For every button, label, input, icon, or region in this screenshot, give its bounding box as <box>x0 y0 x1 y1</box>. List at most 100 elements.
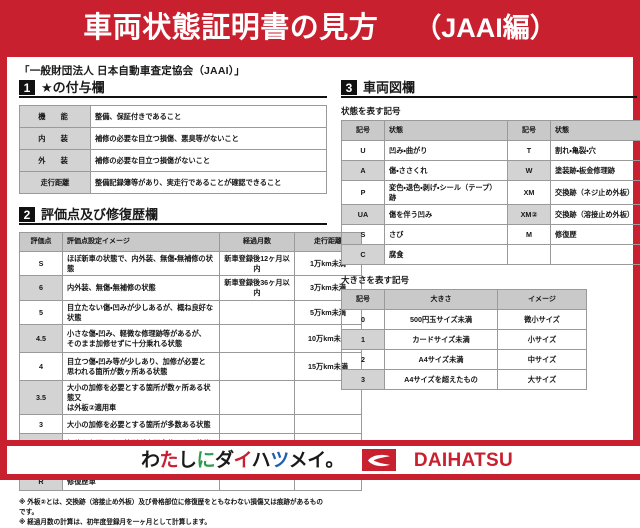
table-header-row: 記号 状態 記号 状態 <box>342 121 640 141</box>
brand-name: DAIHATSU <box>414 451 513 470</box>
eval-image: 目立つ傷・凹み等が少しあり、加修が必要と 思われる箇所が数ヶ所ある状態 <box>63 353 220 381</box>
eval-score: S <box>20 252 63 276</box>
tagline-part: ツ <box>270 450 289 471</box>
size-value: A4サイズ未満 <box>385 350 498 370</box>
symbol-code: XM <box>508 181 551 205</box>
table-row: 3.5 大小の加修を必要とする箇所が数ヶ所ある状態又 は外板②適用車 <box>20 381 362 415</box>
size-value: 500円玉サイズ未満 <box>385 310 498 330</box>
eval-image: 大小の加修を必要とする箇所が多数ある状態 <box>63 415 220 434</box>
col-header-state-right: 状態 <box>551 121 640 141</box>
table-row: S ほぼ新車の状態で、内外装、無傷・無補修の状態 新車登録後12ヶ月以内 1万k… <box>20 252 362 276</box>
section-1-title: ★の付与欄 <box>41 81 105 95</box>
col-header-image: 評価点設定イメージ <box>63 233 220 252</box>
size-code: 2 <box>342 350 385 370</box>
symbol-desc: 傷・ささくれ <box>385 161 508 181</box>
tagline-part: ダ <box>215 450 234 471</box>
tagline-part: 。 <box>325 450 344 471</box>
star-row-value: 補修の必要な目立つ損傷がないこと <box>91 150 327 172</box>
tagline-part: メ <box>289 450 308 471</box>
table-row: 2 A4サイズ未満 中サイズ <box>342 350 587 370</box>
size-value: カードサイズ未満 <box>385 330 498 350</box>
symbol-code: U <box>342 141 385 161</box>
size-code: 3 <box>342 370 385 390</box>
symbol-desc: 割れ・亀裂・穴 <box>551 141 640 161</box>
symbol-code: UA <box>342 205 385 225</box>
col-header-symbol-right: 記号 <box>508 121 551 141</box>
page-subtitle: （JAAI編） <box>414 15 557 42</box>
eval-image: 小さな傷・凹み、軽微な修理跡等があるが、 そのまま加修せずに十分乗れる状態 <box>63 325 220 353</box>
section-3-title: 車両図欄 <box>363 81 415 95</box>
table-header-row: 記号 大きさ イメージ <box>342 290 587 310</box>
table-row: P 変色・退色・剥げ・シール（テープ）跡 XM 交換跡（ネジ止め外板） <box>342 181 640 205</box>
section-3-number: 3 <box>341 80 357 95</box>
table-row: 機 能 整備、保証付きであること <box>20 106 327 128</box>
note-line: ※ 外板②とは、交換跡（溶接止め外板）及び骨格部位に修復歴をともなわない損傷又は… <box>19 498 327 518</box>
symbol-code: W <box>508 161 551 181</box>
organization-line: 「一般財団法人 日本自動車査定協会（JAAI）」 <box>7 57 633 80</box>
col-header-size-symbol: 記号 <box>342 290 385 310</box>
star-row-key: 走行距離 <box>20 172 91 194</box>
table-row: 3 大小の加修を必要とする箇所が多数ある状態 <box>20 415 362 434</box>
table-row: C 腐食 <box>342 245 640 265</box>
tagline-part: ハ <box>252 450 271 471</box>
table-row: A 傷・ささくれ W 塗装跡・板金修理跡 <box>342 161 640 181</box>
section-1-heading: 1 ★の付与欄 <box>19 80 327 98</box>
col-header-months: 経過月数 <box>220 233 295 252</box>
col-header-size-image: イメージ <box>498 290 587 310</box>
col-header-size: 大きさ <box>385 290 498 310</box>
symbol-desc: 交換跡（ネジ止め外板） <box>551 181 640 205</box>
symbol-code: XM② <box>508 205 551 225</box>
symbol-desc <box>551 245 640 265</box>
page-root: 車両状態証明書の見方 （JAAI編） 「一般財団法人 日本自動車査定協会（JAA… <box>0 0 640 480</box>
eval-image: 内外装、無傷・無補修の状態 <box>63 276 220 300</box>
symbol-desc: 腐食 <box>385 245 508 265</box>
symbol-code: C <box>342 245 385 265</box>
table-header-row: 評価点 評価点設定イメージ 経過月数 走行距離 <box>20 233 362 252</box>
size-value: A4サイズを超えたもの <box>385 370 498 390</box>
section-1-number: 1 <box>19 80 35 95</box>
symbol-desc: 交換跡（溶接止め外板） <box>551 205 640 225</box>
table-row: 外 装 補修の必要な目立つ損傷がないこと <box>20 150 327 172</box>
table-row: 内 装 補修の必要な目立つ損傷、悪臭等がないこと <box>20 128 327 150</box>
symbol-desc: 塗装跡・板金修理跡 <box>551 161 640 181</box>
eval-image: 大小の加修を必要とする箇所が数ヶ所ある状態又 は外板②適用車 <box>63 381 220 415</box>
tagline-part: わ <box>141 450 160 471</box>
symbol-desc: さび <box>385 225 508 245</box>
table-row: 5 目立たない傷・凹みが少しあるが、概ね良好な状態 5万km未満 <box>20 300 362 324</box>
eval-score: 3 <box>20 415 63 434</box>
col-header-score: 評価点 <box>20 233 63 252</box>
daihatsu-logo-icon <box>362 449 396 471</box>
section-2-title: 評価点及び修復歴欄 <box>41 208 158 222</box>
table-row: 6 内外装、無傷・無補修の状態 新車登録後36ヶ月以内 3万km未満 <box>20 276 362 300</box>
section-3-heading: 3 車両図欄 <box>341 80 637 98</box>
size-image: 中サイズ <box>498 350 587 370</box>
tagline-part: イ <box>307 450 325 471</box>
size-image: 微小サイズ <box>498 310 587 330</box>
symbol-desc: 傷を伴う凹み <box>385 205 508 225</box>
table-row: 4 目立つ傷・凹み等が少しあり、加修が必要と 思われる箇所が数ヶ所ある状態 15… <box>20 353 362 381</box>
table-row: 0 500円玉サイズ未満 微小サイズ <box>342 310 587 330</box>
symbol-desc: 変色・退色・剥げ・シール（テープ）跡 <box>385 181 508 205</box>
eval-image: 目立たない傷・凹みが少しあるが、概ね良好な状態 <box>63 300 220 324</box>
tagline-part: た <box>159 450 178 471</box>
eval-months <box>220 325 295 353</box>
section-2-number: 2 <box>19 207 35 222</box>
tagline-part: し <box>178 450 197 471</box>
symbol-code: P <box>342 181 385 205</box>
eval-months: 新車登録後12ヶ月以内 <box>220 252 295 276</box>
page-title: 車両状態証明書の見方 <box>83 14 378 43</box>
symbol-code: S <box>342 225 385 245</box>
size-image: 小サイズ <box>498 330 587 350</box>
symbol-desc: 修復歴 <box>551 225 640 245</box>
symbol-code: A <box>342 161 385 181</box>
eval-score: 4 <box>20 353 63 381</box>
eval-image: ほぼ新車の状態で、内外装、無傷・無補修の状態 <box>63 252 220 276</box>
size-table-caption: 大きさを表す記号 <box>341 274 637 286</box>
eval-months <box>220 381 295 415</box>
eval-score: 4.5 <box>20 325 63 353</box>
size-code: 0 <box>342 310 385 330</box>
star-criteria-table: 機 能 整備、保証付きであること 内 装 補修の必要な目立つ損傷、悪臭等がないこ… <box>19 105 327 194</box>
tagline-part: に <box>197 450 216 471</box>
star-row-key: 内 装 <box>20 128 91 150</box>
condition-symbol-table: 記号 状態 記号 状態 U 凹み・曲がり T 割れ・亀裂・穴 A 傷・ささくれ <box>341 120 640 265</box>
